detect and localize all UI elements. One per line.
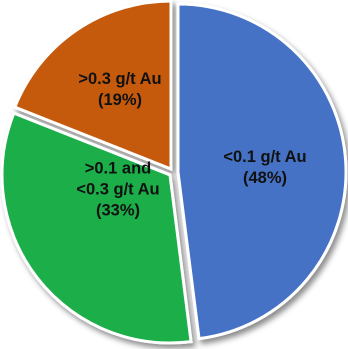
slice-percent-label-1: (48%) — [243, 169, 287, 187]
slice-label-2-line-1: >0.1 and — [85, 159, 152, 177]
pie-slice-1 — [176, 2, 348, 341]
slice-label-2-line-2: <0.3 g/t Au — [76, 180, 159, 198]
slice-label-1: <0.1 g/t Au — [223, 148, 306, 166]
slice-percent-label-2: (33%) — [96, 201, 140, 219]
slice-label-3: >0.3 g/t Au — [78, 70, 161, 88]
pie-slice-3 — [12, 0, 173, 172]
pie-slice-2 — [0, 111, 193, 345]
slice-percent-label-3: (19%) — [98, 91, 142, 109]
